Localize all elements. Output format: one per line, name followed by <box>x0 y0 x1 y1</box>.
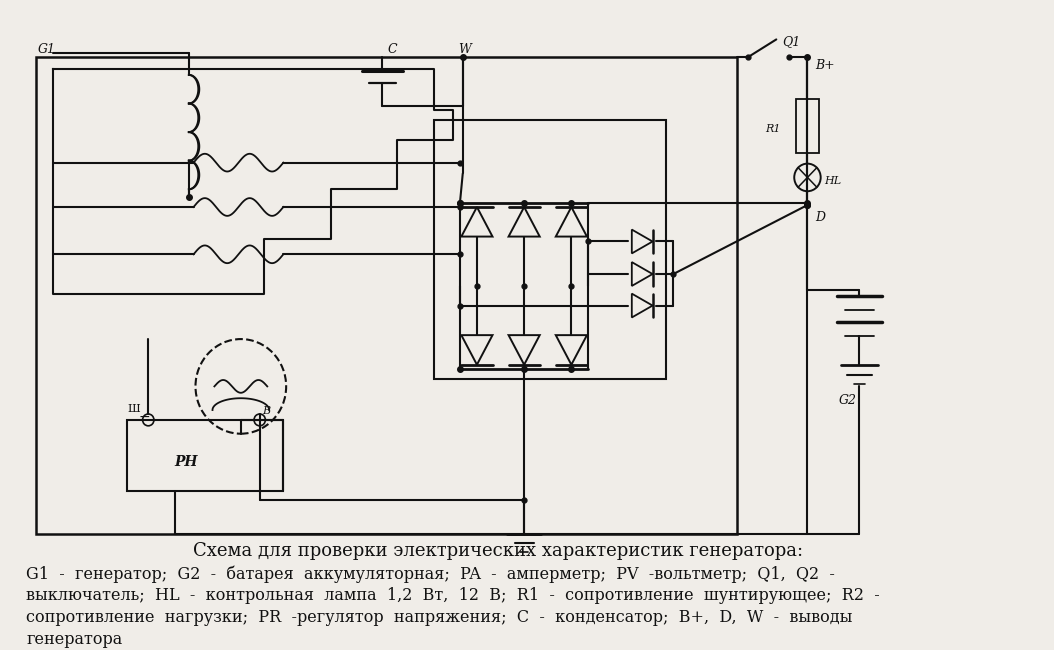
Bar <box>36 57 737 534</box>
Text: HL: HL <box>824 176 841 187</box>
Text: Q1: Q1 <box>782 35 800 48</box>
Text: выключатель;  HL  -  контрольная  лампа  1,2  Вт,  12  В;  R1  -  сопротивление : выключатель; HL - контрольная лампа 1,2 … <box>26 588 880 604</box>
Text: D: D <box>815 211 825 224</box>
Text: B: B <box>262 406 271 416</box>
Text: B+: B+ <box>815 59 835 72</box>
Text: G1  -  генератор;  G2  -  батарея  аккумуляторная;  PA  -  амперметр;  PV  -воль: G1 - генератор; G2 - батарея аккумулятор… <box>26 566 836 583</box>
Text: сопротивление  нагрузки;  PR  -регулятор  напряжения;  С  -  конденсатор;  B+,  : сопротивление нагрузки; PR -регулятор на… <box>26 609 853 626</box>
Bar <box>128 420 284 491</box>
Text: Ш: Ш <box>128 404 140 414</box>
Text: −: − <box>139 410 151 424</box>
Text: Схема для проверки электрических характеристик генератора:: Схема для проверки электрических характе… <box>193 542 803 560</box>
Text: РН: РН <box>175 455 198 469</box>
Bar <box>796 99 819 153</box>
Text: C: C <box>387 44 396 57</box>
Text: R1: R1 <box>765 124 780 134</box>
Text: генератора: генератора <box>26 631 122 648</box>
Bar <box>434 120 666 380</box>
Text: G1: G1 <box>38 44 56 57</box>
Text: W: W <box>458 44 471 57</box>
Text: G2: G2 <box>839 394 857 407</box>
